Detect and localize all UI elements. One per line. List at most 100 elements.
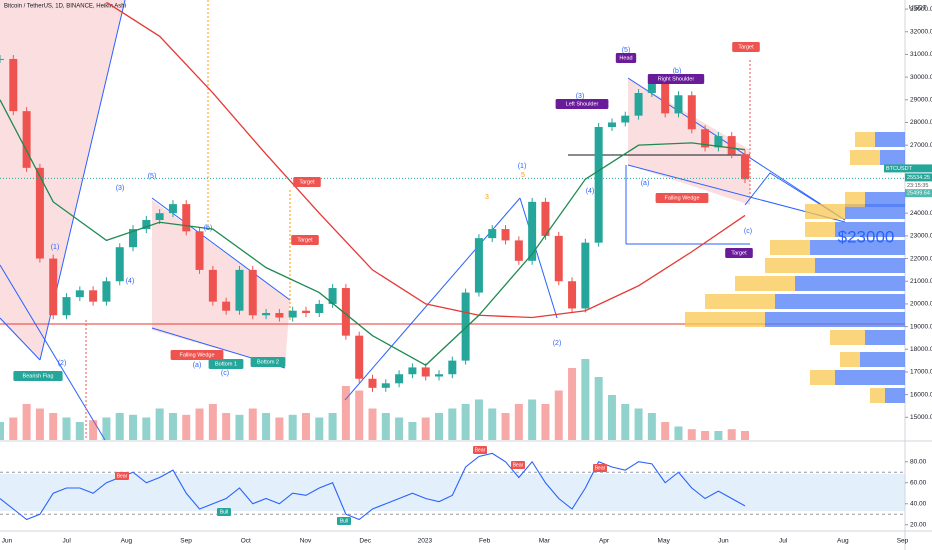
candle (701, 129, 710, 148)
volume-bar (568, 368, 577, 440)
y-tick-label: 19000.00 (910, 323, 932, 330)
signal-label: Bear (513, 462, 524, 468)
volume-bar (448, 408, 457, 440)
volume-bar (62, 417, 71, 440)
candle (328, 288, 337, 304)
signal-box (217, 508, 231, 516)
volume-profile (685, 132, 905, 403)
volume-bar (155, 408, 164, 440)
label-box (293, 177, 321, 187)
candle (142, 220, 151, 230)
x-tick-label: Jul (63, 538, 72, 545)
x-tick-label: Jul (779, 538, 788, 545)
candle (0, 58, 4, 60)
candle (22, 111, 31, 168)
profile-bar (885, 388, 905, 403)
volume-bar (488, 408, 497, 440)
candle (288, 310, 297, 318)
wave-label: (a) (193, 362, 202, 369)
candle (368, 378, 377, 388)
moving-average (106, 1, 746, 319)
volume-bar (474, 399, 483, 440)
candle (248, 269, 257, 316)
x-tick-label: Aug (837, 538, 849, 545)
pattern-label: Bottom 1 (215, 361, 237, 367)
wave-label: (2) (58, 360, 67, 367)
signal-box (593, 464, 607, 472)
candle (661, 81, 670, 114)
y-tick-label: 30000.00 (910, 74, 932, 81)
pattern-label: Target (299, 179, 315, 185)
open-price: 25499.64 (907, 191, 930, 197)
pattern-label: Target (738, 44, 754, 50)
wave-label: (3) (116, 185, 125, 192)
volume-bar (687, 429, 696, 440)
candle (341, 288, 350, 336)
candle (687, 95, 696, 130)
wave-label: (b) (673, 68, 682, 75)
candle (461, 292, 470, 361)
signal-label: Bull (340, 518, 348, 524)
y-tick-label: 29000.00 (910, 97, 932, 104)
x-tick-label: Jun (2, 538, 13, 545)
volume-bar (514, 404, 523, 440)
y-tick-label: 20000.00 (910, 301, 932, 308)
volume-bar (129, 414, 138, 440)
label-box (208, 359, 244, 369)
label-box (732, 42, 760, 52)
x-tick-label: Sep (897, 538, 909, 545)
candle (102, 281, 111, 302)
volume-bar (661, 422, 670, 440)
wave-label: (c) (744, 228, 752, 235)
y-tick-label: 23000.00 (910, 233, 932, 240)
volume-bar (301, 413, 310, 440)
candle (554, 235, 563, 282)
profile-bar (855, 132, 875, 147)
pattern-label: Head (619, 55, 632, 61)
volume-bar (115, 413, 124, 440)
wave-label: (a) (641, 180, 650, 187)
profile-bar (845, 192, 865, 207)
symbol-label: BTCUSDT (886, 166, 913, 172)
candle (355, 335, 364, 379)
x-tick-label: Sep (180, 538, 192, 545)
signal-label: Bear (595, 465, 606, 471)
volume-bar (35, 408, 44, 440)
pattern-label: Left Shoulder (566, 101, 599, 107)
volume-bar (554, 390, 563, 440)
candle (129, 229, 138, 248)
wave-label: (5) (622, 47, 631, 54)
y-tick-label: 21000.00 (910, 278, 932, 285)
candle (435, 374, 444, 377)
trendline (151, 197, 291, 301)
x-tick-label: Jun (718, 538, 729, 545)
volume-bar (634, 408, 643, 440)
volume-bar (195, 408, 204, 440)
x-tick-label: 2023 (418, 538, 433, 545)
x-tick-label: Feb (479, 538, 491, 545)
candle (62, 297, 71, 316)
signal-box (473, 446, 487, 454)
candle (301, 310, 310, 313)
volume-bar (22, 404, 31, 440)
y-tick-label: 17000.00 (910, 369, 932, 376)
profile-bar (875, 132, 905, 147)
label-box (170, 350, 224, 360)
volume-bar (49, 413, 58, 440)
candle (222, 301, 231, 311)
candle (448, 360, 457, 375)
candle (35, 167, 44, 259)
profile-bar (805, 204, 845, 219)
volume-bar (621, 404, 630, 440)
volume-bar (102, 417, 111, 440)
signal-box (511, 461, 525, 469)
profile-bar (770, 240, 810, 255)
profile-bar (765, 258, 815, 273)
trendline (0, 264, 106, 441)
profile-bar (795, 276, 905, 291)
volume-bar (288, 414, 297, 440)
volume-bar (408, 422, 417, 440)
volume-bar (607, 395, 616, 440)
wave-label: 5 (521, 172, 525, 179)
